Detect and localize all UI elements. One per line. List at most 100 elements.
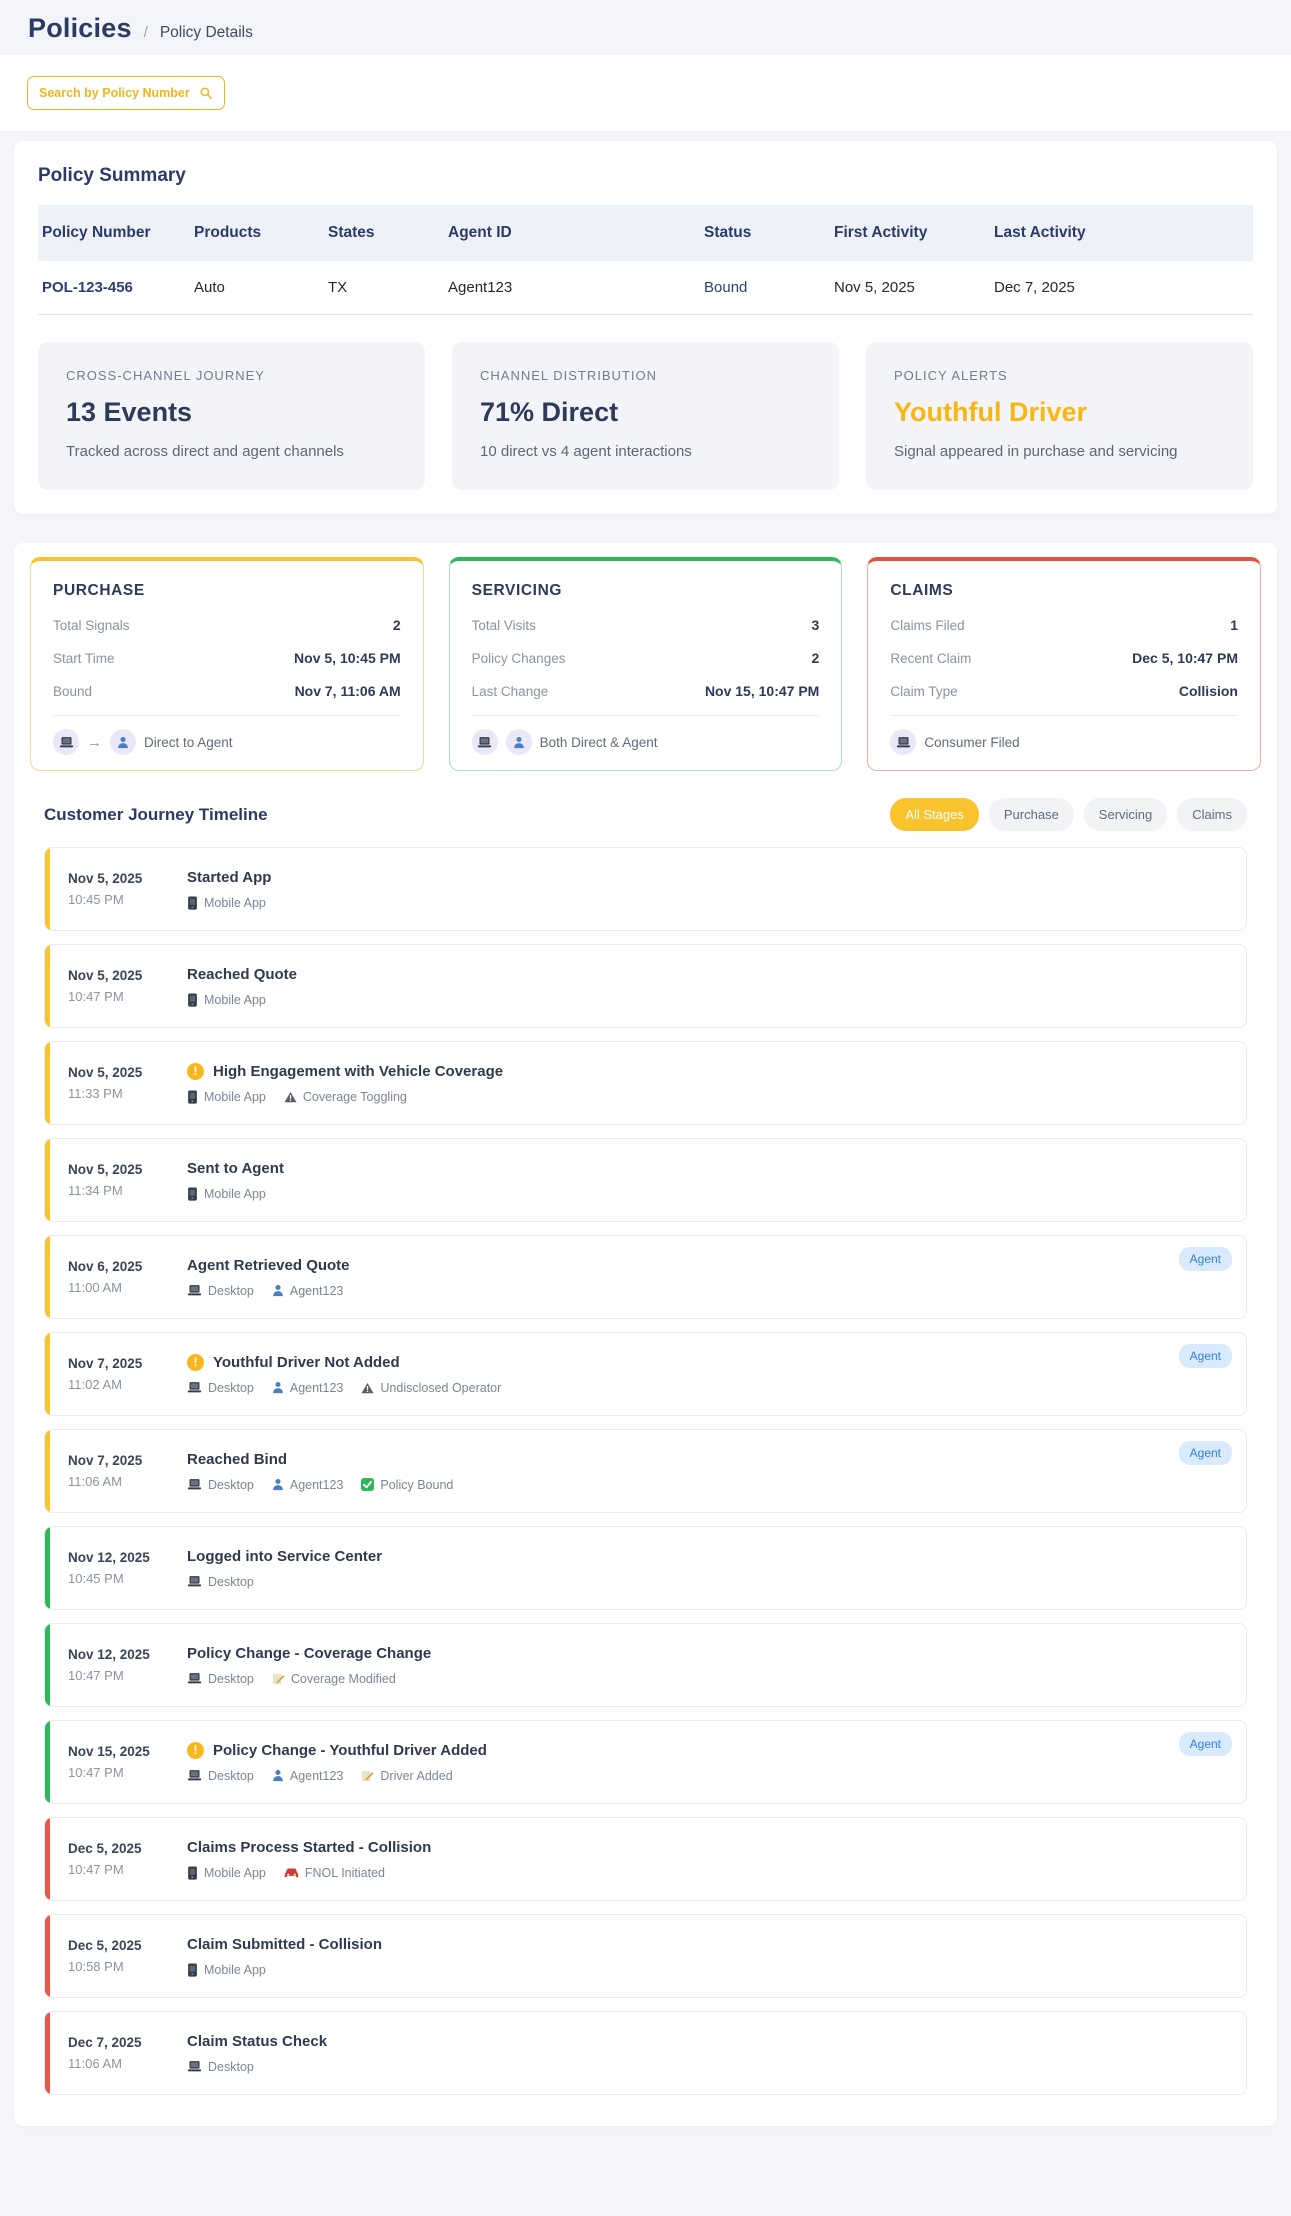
- alert-icon: !: [187, 1741, 204, 1759]
- memo-icon: [361, 1769, 374, 1782]
- filter-pill-purchase[interactable]: Purchase: [988, 798, 1074, 831]
- event-title: Agent Retrieved Quote: [187, 1256, 350, 1274]
- event-title-row: Claim Status Check: [187, 2033, 1230, 2050]
- event-tags: Desktop: [187, 2060, 1230, 2074]
- event-title: Reached Quote: [187, 965, 298, 983]
- summary-stat-card: POLICY ALERTS Youthful Driver Signal appea…: [866, 342, 1253, 490]
- event-body: Logged into Service Center Desktop: [187, 1548, 1230, 1589]
- laptop-icon: [187, 1381, 202, 1394]
- timeline-event-card: Nov 15, 2025 10:47 PM! Policy Change - You…: [44, 1720, 1247, 1804]
- filter-pill-all-stages[interactable]: All Stages: [890, 798, 979, 831]
- event-title-row: ! Youthful Driver Not Added: [187, 1353, 1230, 1371]
- filter-pill-claims[interactable]: Claims: [1177, 798, 1247, 831]
- stage-card-servicing: SERVICING Total Visits 3 Policy Changes 2 Las…: [448, 557, 843, 771]
- event-tag-label: Mobile App: [204, 1865, 266, 1880]
- search-icon[interactable]: [199, 86, 213, 100]
- car-icon: [284, 1867, 299, 1879]
- event-tag-label: Desktop: [208, 1768, 254, 1783]
- summary-stat-card: CROSS-CHANNEL JOURNEY 13 Events Tracked ac…: [38, 342, 425, 490]
- event-title-row: Claims Process Started - Collision: [187, 1839, 1230, 1856]
- event-body: Reached Bind Desktop Agent123 Policy Bound: [187, 1451, 1230, 1492]
- stage-card-footer: Consumer Filed: [890, 715, 1238, 755]
- event-title: Claim Submitted - Collision: [187, 1935, 383, 1953]
- event-tag: Desktop: [187, 1575, 254, 1589]
- event-timestamp: Nov 7, 2025 11:06 AM: [45, 1453, 187, 1489]
- event-tag: Coverage Toggling: [284, 1090, 407, 1104]
- event-title: Sent to Agent: [187, 1159, 284, 1177]
- stage-card-title: SERVICING: [471, 582, 563, 599]
- event-tags: Mobile App Coverage Toggling: [187, 1090, 1230, 1104]
- policy-number-link[interactable]: POL-123-456: [38, 261, 190, 315]
- metric-label: Start Time: [53, 651, 115, 666]
- summary-stat-cards: CROSS-CHANNEL JOURNEY 13 Events Tracked ac…: [38, 342, 1253, 490]
- event-body: ! Policy Change - Youthful Driver Added De…: [187, 1741, 1230, 1783]
- event-tag-label: Agent123: [289, 1283, 344, 1298]
- event-tags: Desktop: [187, 1575, 1230, 1589]
- summary-stat-card: CHANNEL DISTRIBUTION 71% Direct 10 direct …: [452, 342, 839, 490]
- event-date: Nov 12, 2025: [68, 1550, 150, 1565]
- event-body: Reached Quote Mobile App: [187, 966, 1230, 1007]
- person-icon: [272, 1478, 284, 1491]
- event-tag-label: Desktop: [208, 1574, 254, 1589]
- event-tag-label: Desktop: [208, 1283, 254, 1298]
- stage-card-footer: Both Direct & Agent: [471, 715, 820, 755]
- timeline-event-card: Nov 5, 2025 11:33 PM! High Engagement with…: [44, 1041, 1247, 1125]
- event-tag: Agent123: [272, 1283, 344, 1298]
- event-title-row: Started App: [187, 869, 1230, 886]
- event-title-row: Reached Quote: [187, 966, 1230, 983]
- phone-icon: [187, 1865, 198, 1880]
- event-timestamp: Nov 5, 2025 11:34 PM: [45, 1162, 187, 1198]
- metric-value: Nov 15, 10:47 PM: [704, 683, 820, 699]
- event-tags: Mobile App: [187, 1187, 1230, 1201]
- table-header-row: Policy Number Products States Agent ID Statu…: [38, 205, 1253, 261]
- event-timestamp: Nov 12, 2025 10:45 PM: [45, 1550, 187, 1586]
- timeline-event-card: Nov 6, 2025 11:00 AM Agent Retrieved Quote…: [44, 1235, 1247, 1319]
- event-body: Claims Process Started - Collision Mobile…: [187, 1839, 1230, 1880]
- table-cell: Agent123: [444, 261, 700, 315]
- phone-icon: [187, 992, 198, 1007]
- event-tag: Desktop: [187, 1672, 254, 1686]
- stage-metric-row: Claim Type Collision: [890, 683, 1238, 699]
- event-tag: Agent123: [272, 1768, 344, 1783]
- column-header: Last Activity: [994, 224, 1086, 241]
- event-tag-label: FNOL Initiated: [304, 1865, 385, 1880]
- laptop-icon: [187, 1575, 202, 1588]
- stage-filter-pills: All Stages Purchase Servicing Claims: [890, 798, 1247, 831]
- stage-metric-row: Total Visits 3: [472, 617, 820, 633]
- event-title-row: ! High Engagement with Vehicle Coverage: [187, 1062, 1230, 1080]
- search-input[interactable]: [39, 86, 199, 100]
- event-tag: Mobile App: [187, 896, 266, 910]
- event-timestamp: Dec 7, 2025 11:06 AM: [45, 2035, 187, 2071]
- event-title: High Engagement with Vehicle Coverage: [213, 1062, 504, 1080]
- event-body: Agent Retrieved Quote Desktop Agent123: [187, 1257, 1230, 1298]
- stat-value: Youthful Driver: [894, 397, 1088, 427]
- policy-search-box[interactable]: [27, 76, 225, 110]
- filter-pill-servicing[interactable]: Servicing: [1083, 798, 1168, 831]
- timeline-event-list: Nov 5, 2025 10:45 PM Started App Mobile App…: [44, 847, 1247, 2095]
- laptop-icon: [471, 729, 498, 755]
- event-tag-label: Mobile App: [204, 895, 266, 910]
- search-bar-strip: [0, 55, 1291, 131]
- event-title-row: Sent to Agent: [187, 1160, 1230, 1177]
- person-icon: [272, 1381, 284, 1394]
- metric-label: Claim Type: [890, 684, 958, 699]
- timeline-event-card: Dec 5, 2025 10:47 PM Claims Process Starte…: [44, 1817, 1247, 1901]
- event-date: Nov 5, 2025: [68, 1065, 143, 1080]
- event-body: Sent to Agent Mobile App: [187, 1160, 1230, 1201]
- event-tag: Desktop: [187, 1478, 254, 1492]
- arrow-right-icon: →: [87, 733, 102, 751]
- event-timestamp: Nov 6, 2025 11:00 AM: [45, 1259, 187, 1295]
- event-tag-label: Mobile App: [204, 1089, 266, 1104]
- event-tag-label: Agent123: [289, 1768, 344, 1783]
- metric-label: Recent Claim: [890, 651, 972, 666]
- person-icon: [272, 1769, 284, 1782]
- event-title-row: Policy Change - Coverage Change: [187, 1645, 1230, 1662]
- footer-label: Direct to Agent: [144, 734, 233, 750]
- breadcrumb-root[interactable]: Policies: [28, 13, 132, 43]
- event-tag: FNOL Initiated: [284, 1866, 385, 1880]
- breadcrumb: Policies / Policy Details: [0, 0, 1291, 55]
- timeline-event-card: Nov 5, 2025 11:34 PM Sent to Agent Mobile A…: [44, 1138, 1247, 1222]
- footer-label: Consumer Filed: [924, 734, 1020, 750]
- event-title: Policy Change - Youthful Driver Added: [213, 1741, 487, 1759]
- event-tag: Desktop: [187, 1381, 254, 1395]
